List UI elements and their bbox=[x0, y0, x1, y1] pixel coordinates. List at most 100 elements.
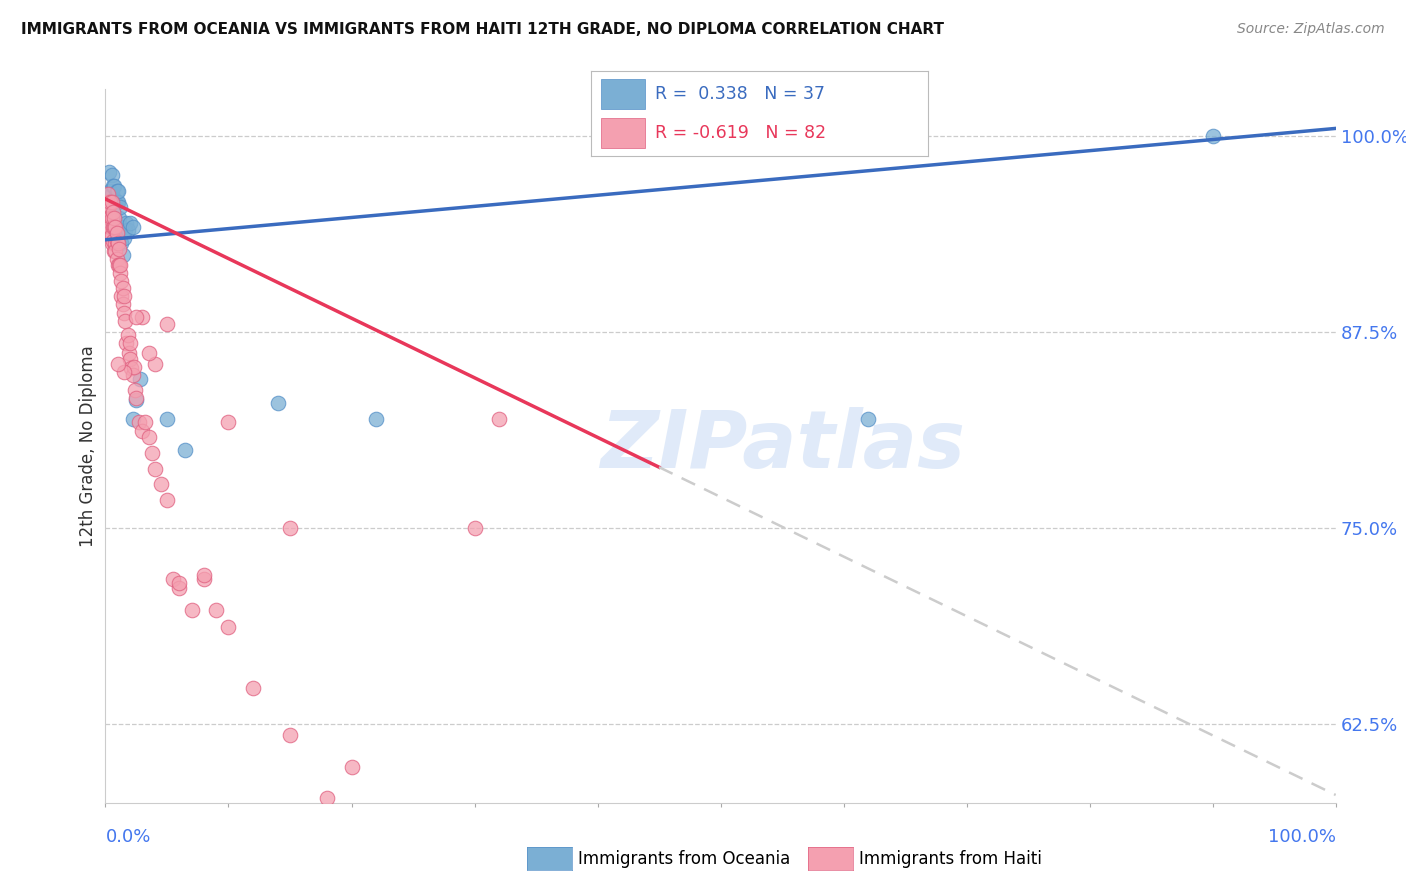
Point bbox=[267, 396, 290, 410]
Point bbox=[100, 195, 122, 210]
Text: Immigrants from Haiti: Immigrants from Haiti bbox=[859, 850, 1042, 868]
Point bbox=[100, 169, 122, 183]
Point bbox=[156, 411, 179, 425]
Point bbox=[131, 310, 153, 324]
Point bbox=[115, 336, 138, 351]
Point bbox=[108, 220, 131, 235]
Bar bbox=[600, 79, 644, 109]
Point bbox=[120, 351, 141, 366]
Point bbox=[156, 493, 179, 508]
Point bbox=[156, 318, 179, 332]
Point bbox=[98, 220, 122, 235]
Point bbox=[97, 187, 120, 202]
Point bbox=[111, 297, 134, 311]
Point bbox=[110, 258, 132, 272]
Point bbox=[112, 231, 135, 245]
Point bbox=[110, 235, 132, 250]
Text: R = -0.619   N = 82: R = -0.619 N = 82 bbox=[655, 124, 825, 142]
Bar bbox=[600, 118, 644, 147]
Point bbox=[115, 215, 138, 229]
Point bbox=[488, 411, 510, 425]
Point bbox=[104, 220, 127, 235]
Point bbox=[122, 359, 145, 374]
Point bbox=[98, 211, 122, 225]
Point bbox=[110, 200, 132, 214]
Point bbox=[218, 415, 240, 429]
Point bbox=[134, 415, 156, 429]
Point bbox=[121, 220, 143, 235]
Point bbox=[120, 215, 141, 229]
Point bbox=[111, 281, 134, 295]
Point bbox=[112, 289, 135, 303]
Point bbox=[108, 242, 131, 256]
Point bbox=[149, 477, 172, 491]
Point bbox=[114, 314, 136, 328]
Point bbox=[103, 211, 125, 225]
Point bbox=[131, 424, 153, 438]
Point bbox=[218, 620, 240, 634]
Point bbox=[101, 195, 124, 210]
Text: 0.0%: 0.0% bbox=[105, 828, 150, 846]
Point bbox=[112, 364, 135, 378]
Point bbox=[105, 195, 128, 210]
Point bbox=[100, 187, 122, 202]
Point bbox=[103, 179, 125, 194]
Point bbox=[110, 289, 132, 303]
Point bbox=[858, 411, 880, 425]
Point bbox=[105, 235, 128, 249]
Point bbox=[105, 252, 128, 266]
Point bbox=[124, 384, 146, 398]
Point bbox=[143, 461, 166, 475]
Point bbox=[193, 572, 215, 586]
Point bbox=[120, 336, 141, 351]
Point bbox=[103, 244, 125, 258]
Point bbox=[104, 223, 127, 237]
Point bbox=[524, 870, 547, 884]
Point bbox=[464, 521, 486, 535]
Point bbox=[103, 220, 125, 235]
Point bbox=[104, 235, 127, 250]
Point bbox=[101, 204, 124, 219]
Point bbox=[96, 195, 118, 210]
Text: Source: ZipAtlas.com: Source: ZipAtlas.com bbox=[1237, 22, 1385, 37]
Point bbox=[101, 220, 124, 235]
Point bbox=[125, 391, 148, 405]
Point bbox=[128, 415, 150, 429]
Text: Immigrants from Oceania: Immigrants from Oceania bbox=[578, 850, 790, 868]
Point bbox=[205, 603, 228, 617]
Point bbox=[100, 228, 122, 243]
Point bbox=[121, 368, 143, 382]
Point bbox=[174, 442, 197, 457]
Point bbox=[104, 244, 127, 258]
Point bbox=[107, 235, 129, 250]
Point bbox=[121, 411, 143, 425]
Point bbox=[125, 310, 148, 324]
Point bbox=[143, 357, 166, 371]
Point bbox=[103, 192, 125, 206]
Text: ZIPatlas: ZIPatlas bbox=[599, 407, 965, 485]
Point bbox=[278, 521, 301, 535]
Point bbox=[118, 345, 141, 359]
Point bbox=[120, 361, 142, 376]
Point bbox=[366, 411, 388, 425]
Point bbox=[110, 274, 132, 288]
Point bbox=[169, 576, 191, 591]
Point bbox=[117, 223, 139, 237]
Point bbox=[315, 791, 337, 805]
Point bbox=[114, 223, 136, 237]
Point bbox=[97, 202, 120, 216]
Point bbox=[98, 184, 122, 198]
Point bbox=[98, 165, 121, 179]
Point bbox=[98, 195, 122, 210]
Y-axis label: 12th Grade, No Diploma: 12th Grade, No Diploma bbox=[79, 345, 97, 547]
Point bbox=[104, 195, 127, 210]
Point bbox=[108, 258, 131, 272]
Point bbox=[129, 372, 152, 386]
Point bbox=[105, 227, 128, 241]
Point bbox=[193, 568, 215, 582]
Text: R =  0.338   N = 37: R = 0.338 N = 37 bbox=[655, 86, 825, 103]
Point bbox=[162, 572, 184, 586]
Point bbox=[110, 266, 132, 280]
Point bbox=[103, 208, 125, 222]
Point bbox=[141, 446, 163, 460]
